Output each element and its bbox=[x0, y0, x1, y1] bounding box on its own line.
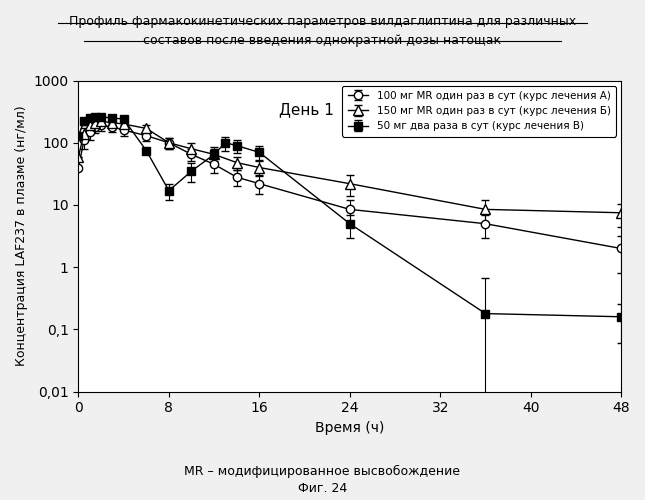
Legend: 100 мг MR один раз в сут (курс лечения А), 150 мг MR один раз в сут (курс лечени: 100 мг MR один раз в сут (курс лечения А… bbox=[342, 86, 616, 136]
Y-axis label: Концентрация LAF237 в плазме (нг/мл): Концентрация LAF237 в плазме (нг/мл) bbox=[15, 106, 28, 366]
X-axis label: Время (ч): Время (ч) bbox=[315, 421, 384, 435]
Text: MR – модифицированное высвобождение: MR – модифицированное высвобождение bbox=[184, 465, 461, 478]
Text: составов после введения однократной дозы натощак: составов после введения однократной дозы… bbox=[143, 34, 502, 47]
Text: Профиль фармакокинетических параметров вилдаглиптина для различных: Профиль фармакокинетических параметров в… bbox=[69, 15, 576, 28]
Text: Фиг. 24: Фиг. 24 bbox=[298, 482, 347, 496]
Text: День 1: День 1 bbox=[279, 102, 334, 118]
